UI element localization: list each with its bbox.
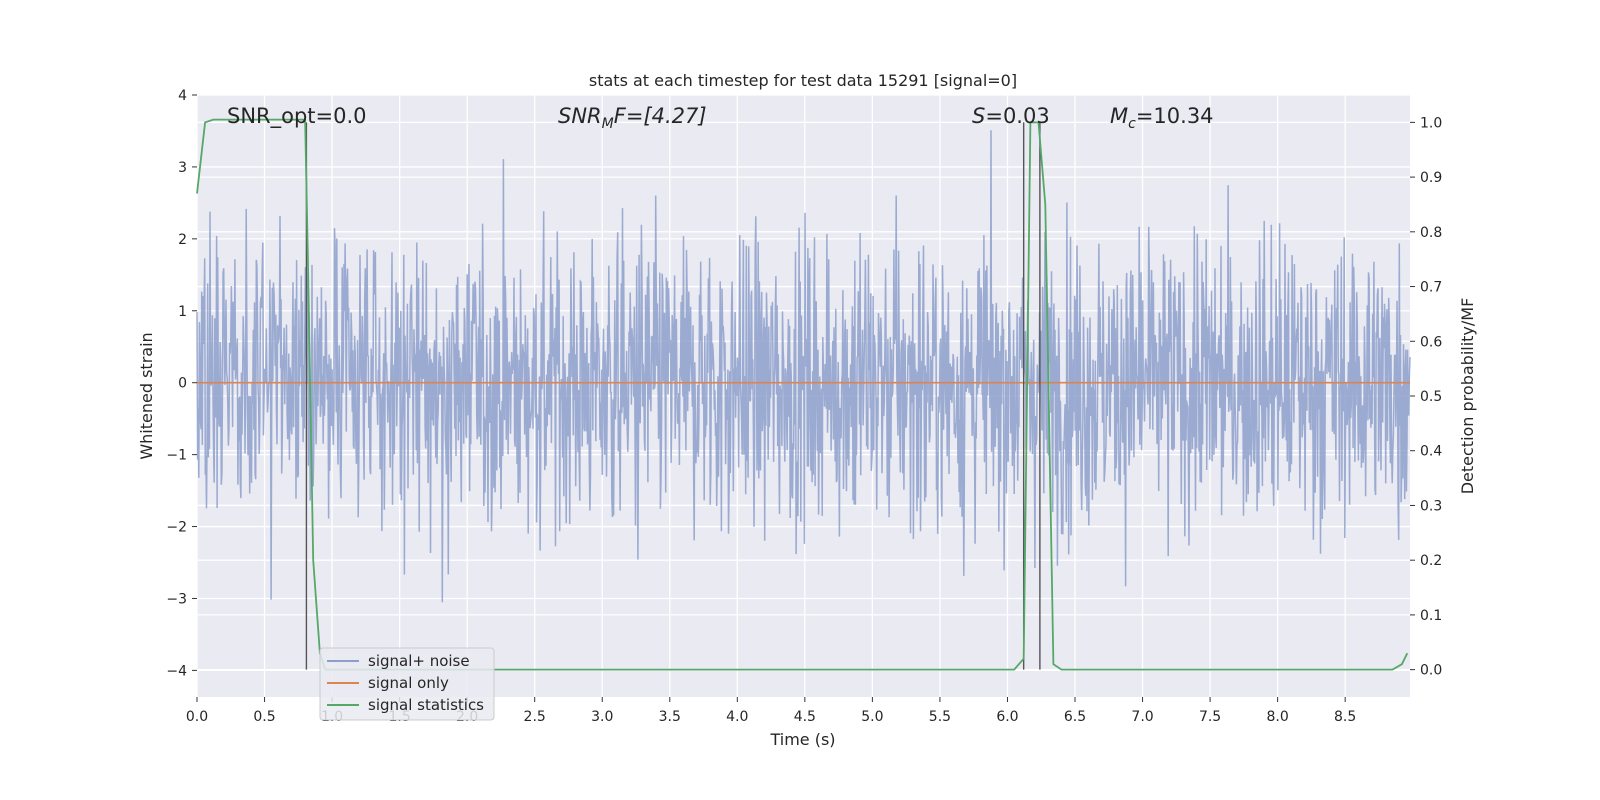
series-signal-statistics	[196, 118, 1409, 671]
x-tick-label: 5.5	[929, 709, 951, 725]
legend-label-signal-only: signal only	[368, 674, 449, 692]
y-right-tick-label: 1.0	[1420, 115, 1442, 131]
y-left-tick-label: −1	[166, 448, 187, 464]
x-tick-label: 2.5	[524, 709, 546, 725]
signal-statistics-line	[196, 118, 1409, 671]
annotation-snr-mf: SNRMF=[4.27]	[558, 104, 707, 132]
y-left-axis-label: Whitened strain	[137, 332, 156, 459]
x-tick-label: 7.5	[1199, 709, 1221, 725]
y-right-axis-ticks: 1.0 0.9 0.8 0.7 0.6 0.5 0.4 0.3 0.2 0.1 0.0	[1410, 115, 1442, 679]
y-left-tick-label: 1	[178, 304, 187, 320]
x-axis-label: Time (s)	[769, 730, 835, 749]
annotation-s: S=0.03	[972, 104, 1050, 128]
x-tick-label: 4.0	[726, 709, 748, 725]
y-right-tick-label: 0.6	[1420, 334, 1442, 350]
x-tick-label: 0.5	[253, 709, 275, 725]
x-tick-label: 0.0	[186, 709, 208, 725]
y-left-tick-label: 3	[178, 160, 187, 176]
y-right-tick-label: 0.9	[1420, 170, 1442, 186]
y-right-tick-label: 0.3	[1420, 498, 1442, 514]
y-left-tick-label: 0	[178, 376, 187, 392]
y-right-tick-label: 0.7	[1420, 280, 1442, 296]
y-right-tick-label: 0.8	[1420, 225, 1442, 241]
series-signal-noise	[196, 130, 1411, 603]
y-right-tick-label: 0.4	[1420, 444, 1442, 460]
x-tick-label: 5.0	[861, 709, 883, 725]
y-right-axis-label: Detection probability/MF	[1458, 298, 1477, 495]
y-left-tick-label: 2	[178, 232, 187, 248]
y-right-tick-label: 0.5	[1420, 389, 1442, 405]
legend: signal+ noise signal only signal statist…	[319, 647, 495, 721]
x-tick-label: 6.0	[996, 709, 1018, 725]
x-tick-label: 4.5	[794, 709, 816, 725]
x-tick-label: 3.0	[591, 709, 613, 725]
legend-label-signal-statistics: signal statistics	[368, 696, 484, 714]
chart-title: stats at each timestep for test data 152…	[589, 71, 1017, 90]
legend-label-signal-noise: signal+ noise	[368, 652, 470, 670]
annotation-mc: Mc=10.34	[1110, 104, 1214, 132]
legend-box	[319, 647, 495, 721]
y-left-axis-ticks: 4 3 2 1 0 −1 −2 −3 −4	[166, 88, 197, 679]
y-left-tick-label: 4	[178, 88, 187, 104]
signal-noise-line	[196, 130, 1411, 603]
y-right-tick-label: 0.2	[1420, 553, 1442, 569]
annotation-snr-opt: SNR_opt=0.0	[227, 104, 367, 129]
x-tick-label: 6.5	[1064, 709, 1086, 725]
y-right-tick-label: 0.0	[1420, 663, 1442, 679]
y-left-tick-label: −2	[166, 520, 187, 536]
y-left-tick-label: −4	[166, 663, 187, 679]
x-tick-label: 8.5	[1334, 709, 1356, 725]
x-tick-label: 7.0	[1131, 709, 1153, 725]
x-tick-label: 8.0	[1266, 709, 1288, 725]
y-right-tick-label: 0.1	[1420, 608, 1442, 624]
y-left-tick-label: −3	[166, 591, 187, 607]
x-tick-label: 3.5	[659, 709, 681, 725]
